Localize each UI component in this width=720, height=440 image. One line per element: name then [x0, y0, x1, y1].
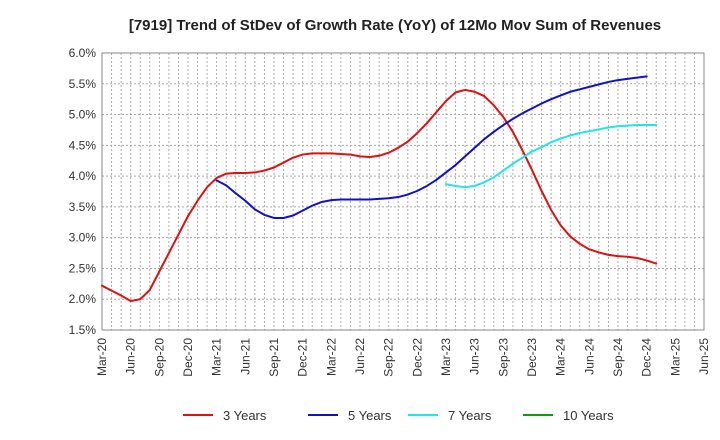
- x-tick-label: Jun-24: [582, 338, 596, 375]
- y-tick-label: 3.5%: [69, 200, 97, 214]
- y-tick-label: 5.5%: [69, 77, 97, 91]
- y-tick-label: 2.0%: [69, 292, 97, 306]
- legend-item-10-years: 10 Years: [523, 408, 614, 423]
- legend: 3 Years 5 Years 7 Years 10 Years: [183, 408, 614, 423]
- y-tick-label: 5.0%: [69, 108, 97, 122]
- y-tick-label: 2.5%: [69, 261, 97, 275]
- legend-label: 10 Years: [563, 408, 614, 423]
- y-axis-ticks: 1.5% 2.0% 2.5% 3.0% 3.5% 4.0% 4.5% 5.0% 5.5% 6.0%: [69, 46, 97, 337]
- x-tick-label: Mar-22: [324, 338, 338, 376]
- series-line-3-years: [101, 88, 658, 303]
- x-tick-label: Sep-23: [496, 338, 510, 377]
- x-tick-label: Jun-20: [124, 338, 138, 375]
- y-tick-label: 4.0%: [69, 169, 97, 183]
- x-tick-label: Jun-21: [238, 338, 252, 375]
- series-line-5-years: [215, 75, 648, 219]
- x-tick-label: Mar-25: [668, 338, 682, 376]
- x-tick-label: Mar-24: [554, 338, 568, 376]
- plot-area-frame: [101, 52, 705, 331]
- x-tick-label: Jun-22: [353, 338, 367, 375]
- legend-item-5-years: 5 Years: [308, 408, 392, 423]
- legend-label: 5 Years: [348, 408, 392, 423]
- x-tick-label: Dec-24: [640, 338, 654, 377]
- x-tick-label: Mar-21: [210, 338, 224, 376]
- legend-item-3-years: 3 Years: [183, 408, 267, 423]
- x-tick-label: Dec-21: [296, 338, 310, 377]
- y-tick-label: 3.0%: [69, 231, 97, 245]
- chart-title: [7919] Trend of StDev of Growth Rate (Yo…: [129, 17, 661, 34]
- x-tick-label: Sep-21: [267, 338, 281, 377]
- x-tick-label: Sep-24: [611, 338, 625, 377]
- legend-item-7-years: 7 Years: [408, 408, 492, 423]
- x-tick-label: Jun-23: [468, 338, 482, 375]
- grid-lines: [102, 53, 704, 330]
- x-tick-label: Mar-23: [439, 338, 453, 376]
- legend-label: 3 Years: [223, 408, 267, 423]
- x-tick-label: Dec-20: [181, 338, 195, 377]
- x-tick-label: Mar-20: [95, 338, 109, 376]
- y-tick-label: 1.5%: [69, 323, 97, 337]
- y-tick-label: 6.0%: [69, 46, 97, 60]
- y-tick-label: 4.5%: [69, 138, 97, 152]
- x-tick-label: Sep-20: [152, 338, 166, 377]
- x-axis-ticks: Mar-20 Jun-20 Sep-20 Dec-20 Mar-21 Jun-21 Sep-…: [95, 338, 711, 377]
- x-tick-label: Jun-25: [697, 338, 711, 375]
- x-tick-label: Dec-22: [410, 338, 424, 377]
- x-tick-label: Dec-23: [525, 338, 539, 377]
- legend-label: 7 Years: [448, 408, 492, 423]
- series-lines: [101, 75, 658, 303]
- series-line-7-years: [445, 124, 658, 189]
- x-tick-label: Sep-22: [382, 338, 396, 377]
